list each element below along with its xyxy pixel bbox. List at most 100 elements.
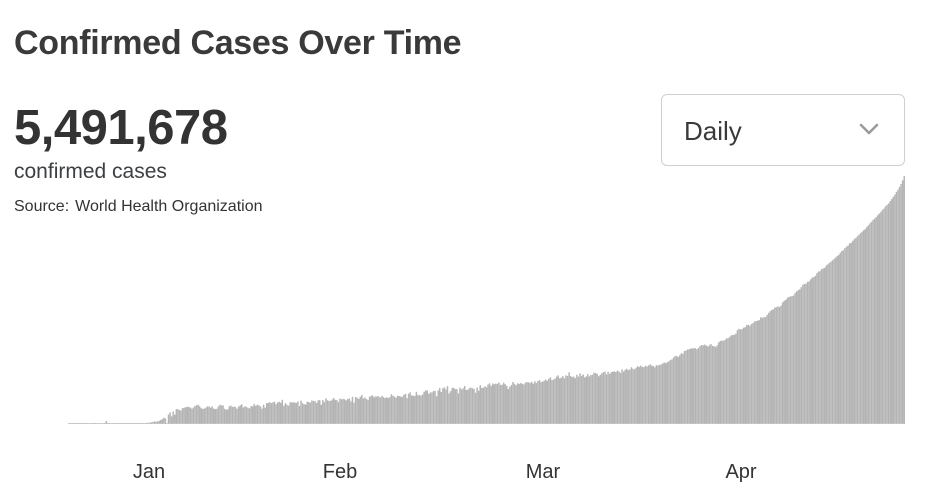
- bar: [403, 394, 405, 424]
- bar: [400, 396, 402, 424]
- bar: [813, 276, 815, 424]
- bar: [414, 395, 416, 424]
- bar: [814, 275, 817, 424]
- bar: [708, 345, 711, 424]
- bar: [216, 408, 218, 424]
- bar: [336, 399, 338, 424]
- bar: [713, 345, 715, 424]
- bar: [195, 405, 198, 424]
- bar: [147, 422, 150, 424]
- bar: [212, 408, 215, 424]
- bar: [739, 329, 742, 424]
- bar: [334, 399, 337, 424]
- bar: [431, 392, 433, 424]
- bar: [348, 398, 351, 424]
- bar: [746, 324, 748, 424]
- bar: [697, 347, 700, 424]
- bar: [460, 389, 463, 424]
- bar: [638, 366, 640, 424]
- bar: [770, 309, 773, 424]
- bar: [424, 390, 427, 424]
- bar: [856, 235, 859, 424]
- bar: [270, 402, 273, 424]
- bar: [133, 423, 135, 424]
- bar: [97, 423, 100, 424]
- bar: [269, 402, 271, 424]
- bar: [91, 423, 93, 424]
- bar: [404, 393, 407, 424]
- bar: [286, 404, 288, 424]
- bar: [228, 406, 231, 424]
- bar: [778, 306, 781, 424]
- bar: [82, 423, 84, 424]
- bar: [197, 404, 199, 424]
- bar: [735, 333, 737, 424]
- bar: [457, 393, 460, 424]
- bar: [618, 371, 620, 424]
- bar: [453, 387, 455, 424]
- bar: [85, 423, 87, 424]
- bar: [803, 283, 806, 424]
- bar: [309, 402, 312, 424]
- bar: [311, 400, 313, 424]
- bar: [80, 423, 82, 424]
- bar: [689, 348, 692, 424]
- interval-dropdown[interactable]: Daily: [661, 94, 905, 166]
- bar: [156, 421, 159, 424]
- bar: [71, 423, 73, 424]
- bar: [451, 387, 453, 424]
- bar: [599, 374, 602, 424]
- bar: [192, 407, 195, 424]
- bar: [828, 262, 831, 424]
- bar: [696, 349, 698, 424]
- bar: [312, 400, 315, 424]
- bar: [741, 328, 743, 424]
- source-label: Source:: [14, 198, 70, 215]
- bar: [527, 382, 530, 424]
- bar: [172, 411, 174, 424]
- bar: [386, 397, 388, 424]
- bar: [440, 391, 443, 424]
- bar: [674, 355, 676, 424]
- bar: [693, 348, 695, 424]
- bar: [177, 408, 179, 424]
- bar: [838, 254, 840, 424]
- bar: [730, 335, 732, 424]
- bar: [822, 268, 824, 424]
- bar: [641, 366, 644, 424]
- bar: [381, 395, 383, 424]
- bar: [747, 324, 750, 424]
- bar: [694, 347, 697, 424]
- bar: [339, 398, 341, 424]
- bar: [608, 373, 611, 424]
- bar: [406, 397, 408, 424]
- bar: [351, 396, 354, 424]
- bar: [521, 383, 524, 424]
- bar: [834, 257, 837, 424]
- bar: [688, 349, 690, 424]
- bar: [649, 364, 651, 424]
- bar: [136, 423, 139, 424]
- bar: [629, 369, 631, 424]
- bar: [304, 404, 307, 424]
- bar: [357, 398, 360, 424]
- bar: [298, 405, 301, 424]
- bar: [876, 215, 879, 424]
- bar: [859, 233, 862, 424]
- bar: [604, 371, 606, 424]
- bar: [577, 376, 580, 424]
- bar: [297, 401, 299, 424]
- bar: [482, 387, 485, 424]
- bar: [663, 362, 665, 424]
- bar: [150, 422, 153, 424]
- bar: [86, 423, 89, 424]
- bar: [548, 378, 550, 424]
- bar: [685, 350, 687, 424]
- bar: [887, 203, 890, 424]
- bar: [331, 399, 333, 424]
- total-cases-label: confirmed cases: [14, 160, 167, 183]
- bar: [554, 378, 556, 424]
- bar: [278, 401, 280, 424]
- bar: [438, 387, 441, 424]
- bar: [875, 216, 877, 424]
